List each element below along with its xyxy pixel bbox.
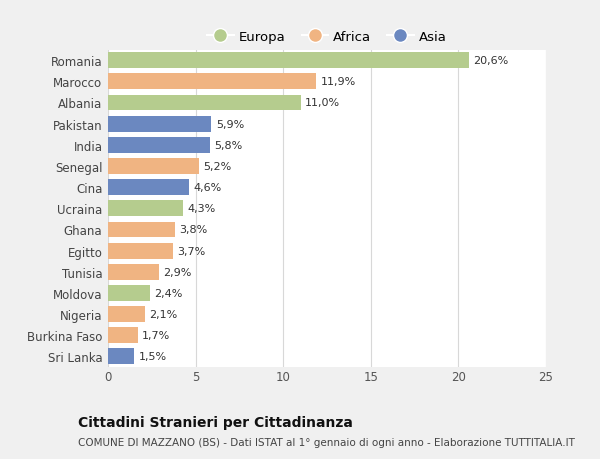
Text: Cittadini Stranieri per Cittadinanza: Cittadini Stranieri per Cittadinanza: [78, 415, 353, 429]
Bar: [108, 349, 134, 364]
Bar: [108, 95, 301, 111]
Bar: [108, 74, 316, 90]
Bar: [108, 201, 184, 217]
Text: COMUNE DI MAZZANO (BS) - Dati ISTAT al 1° gennaio di ogni anno - Elaborazione TU: COMUNE DI MAZZANO (BS) - Dati ISTAT al 1…: [78, 437, 575, 447]
Legend: Europa, Africa, Asia: Europa, Africa, Asia: [202, 25, 452, 49]
Bar: [108, 53, 469, 69]
Text: 1,7%: 1,7%: [142, 330, 170, 341]
Bar: [108, 117, 211, 132]
Text: 4,3%: 4,3%: [188, 204, 216, 214]
Bar: [108, 328, 138, 343]
Bar: [108, 180, 188, 196]
Text: 11,9%: 11,9%: [321, 77, 356, 87]
Bar: [108, 138, 209, 153]
Bar: [108, 307, 145, 322]
Bar: [108, 285, 150, 301]
Text: 2,4%: 2,4%: [154, 288, 183, 298]
Text: 11,0%: 11,0%: [305, 98, 340, 108]
Text: 2,1%: 2,1%: [149, 309, 178, 319]
Text: 4,6%: 4,6%: [193, 183, 221, 193]
Text: 5,8%: 5,8%: [214, 140, 242, 151]
Bar: [108, 264, 159, 280]
Text: 5,9%: 5,9%: [216, 119, 244, 129]
Text: 5,2%: 5,2%: [203, 162, 232, 172]
Bar: [108, 222, 175, 238]
Bar: [108, 243, 173, 259]
Bar: [108, 159, 199, 174]
Text: 3,8%: 3,8%: [179, 225, 207, 235]
Text: 2,9%: 2,9%: [163, 267, 191, 277]
Text: 3,7%: 3,7%: [177, 246, 205, 256]
Text: 20,6%: 20,6%: [473, 56, 509, 66]
Text: 1,5%: 1,5%: [139, 352, 167, 362]
